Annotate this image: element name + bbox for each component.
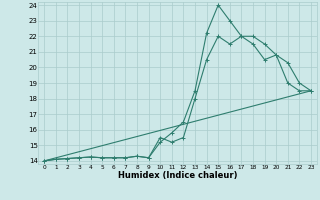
X-axis label: Humidex (Indice chaleur): Humidex (Indice chaleur): [118, 171, 237, 180]
